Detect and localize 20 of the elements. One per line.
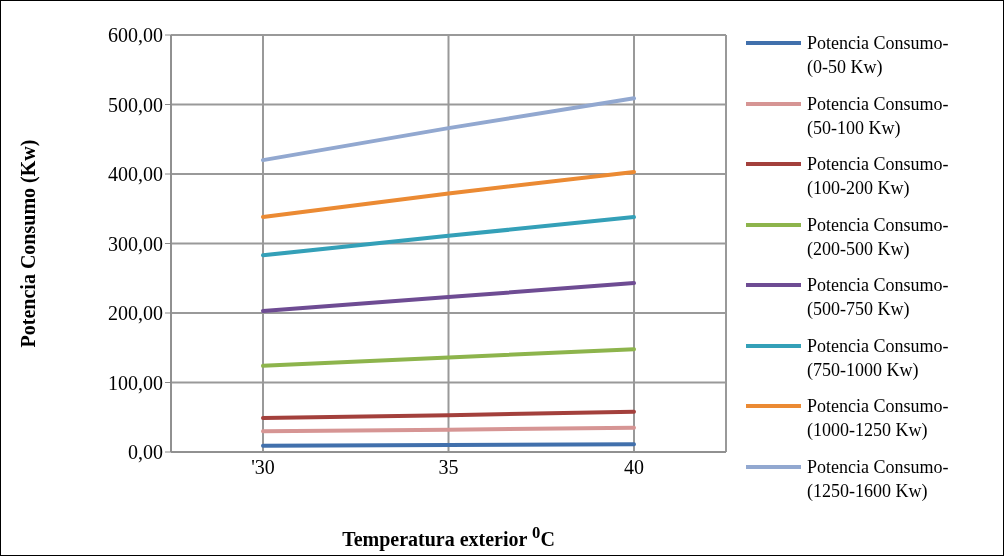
y-axis-title: Potencia Consumo (Kw) (17, 139, 41, 348)
y-tick-label: 100,00 (108, 371, 163, 394)
x-axis-title: Temperatura exterior $^{0}$C (341, 523, 556, 551)
legend-label: Potencia Consumo-(1250-1600 Kw) (807, 455, 950, 503)
legend-label: Potencia Consumo-(200-500 Kw) (807, 213, 950, 261)
y-tick-label: 200,00 (108, 302, 163, 325)
legend-label: Potencia Consumo-(1000-1250 Kw) (807, 395, 950, 442)
legend-label: Potencia Consumo-(50-100 Kw) (807, 92, 950, 140)
legend-label: Potencia Consumo-(100-200 Kw) (807, 153, 950, 200)
y-tick-label: 500,00 (108, 93, 163, 116)
legend-label: Potencia Consumo-(500-750 Kw) (807, 274, 950, 321)
y-tick-label: 600,00 (108, 24, 163, 47)
y-tick-label: 400,00 (108, 163, 163, 186)
x-tick-label: 35 (438, 456, 459, 479)
x-tick-label: 40 (624, 456, 644, 479)
y-tick-label: 300,00 (108, 232, 163, 255)
legend-label: Potencia Consumo-(750-1000 Kw) (807, 334, 950, 382)
legend-label: Potencia Consumo-(0-50 Kw) (807, 32, 950, 79)
x-tick-label: '30 (251, 456, 275, 479)
y-tick-label: 0,00 (128, 441, 163, 464)
